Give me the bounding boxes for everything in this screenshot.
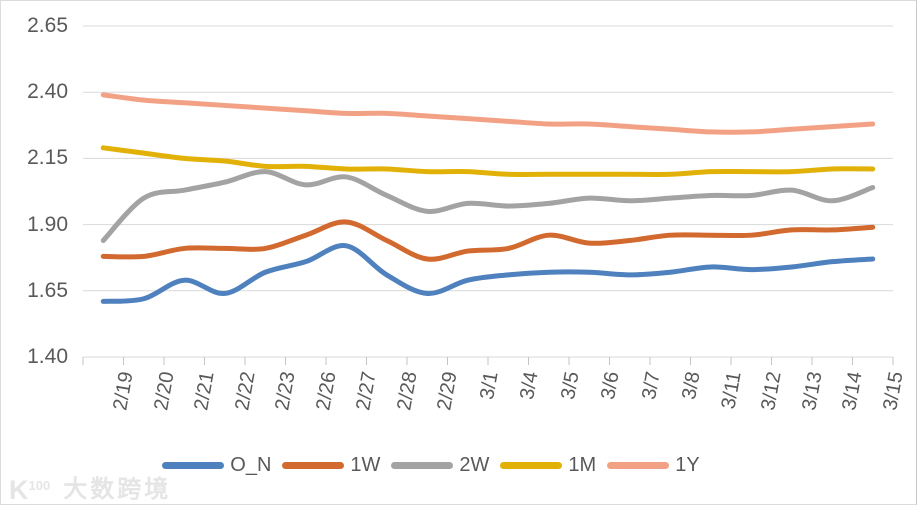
x-axis-tick-label: 3/7 xyxy=(637,370,665,402)
legend-item-1M: 1M xyxy=(500,454,596,477)
series-line-2W xyxy=(100,169,876,243)
watermark: K 100 大数跨境 xyxy=(9,473,172,505)
series-line-O_N xyxy=(100,243,876,304)
series-line-1Y xyxy=(100,92,876,135)
legend-item-O_N: O_N xyxy=(162,454,271,477)
legend-swatch-icon xyxy=(607,461,670,469)
legend-swatch-icon xyxy=(282,461,345,469)
x-axis-tick-label: 3/1 xyxy=(475,370,503,402)
series-line-1W xyxy=(100,219,876,262)
y-axis-tick-label: 2.15 xyxy=(27,146,68,170)
y-axis-tick-label: 2.40 xyxy=(27,80,68,104)
legend-swatch-icon xyxy=(162,461,225,469)
legend-item-2W: 2W xyxy=(391,454,489,477)
legend-label: 2W xyxy=(459,453,490,476)
series-line-1M xyxy=(100,145,876,177)
watermark-logo-icon: K xyxy=(9,475,28,505)
legend-swatch-icon xyxy=(391,461,454,469)
legend-label: 1Y xyxy=(675,453,700,476)
watermark-logo-superscript: 100 xyxy=(28,478,51,493)
legend-label: O_N xyxy=(230,453,272,476)
legend-item-1Y: 1Y xyxy=(607,453,700,477)
legend-label: 1W xyxy=(350,453,381,476)
y-axis-tick-label: 1.65 xyxy=(27,278,68,302)
legend-item-1W: 1W xyxy=(282,454,380,477)
y-axis-tick-label: 1.40 xyxy=(27,345,68,368)
y-axis-tick-label: 2.65 xyxy=(27,14,68,37)
chart-legend: O_N 1W 2W 1M 1Y xyxy=(1,450,861,480)
x-axis-tick-label: 3/5 xyxy=(556,370,584,402)
legend-swatch-icon xyxy=(500,461,563,469)
legend-label: 1M xyxy=(568,453,597,476)
watermark-text: 大数跨境 xyxy=(63,476,172,503)
y-axis-tick-label: 1.90 xyxy=(27,212,68,236)
